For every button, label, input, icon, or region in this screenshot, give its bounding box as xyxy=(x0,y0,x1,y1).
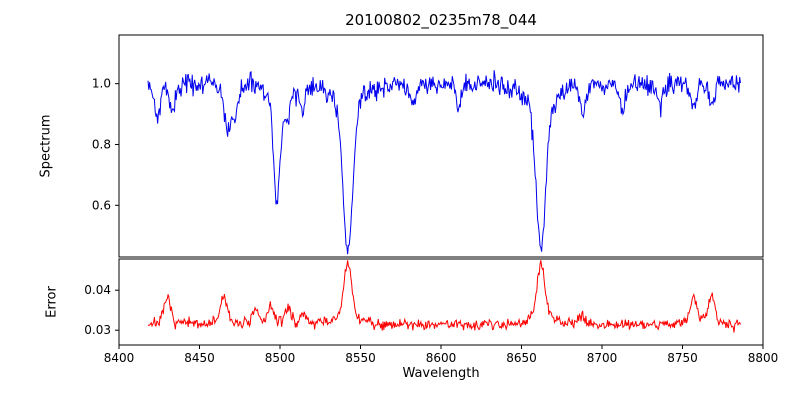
x-tick-label: 8700 xyxy=(587,351,618,365)
error-line xyxy=(147,260,741,333)
x-tick-label: 8650 xyxy=(506,351,537,365)
plot-title: 20100802_0235m78_044 xyxy=(345,11,537,29)
bottom-panel-frame xyxy=(118,258,764,346)
y-tick-label: 0.8 xyxy=(92,137,111,151)
y-tick-label: 0.6 xyxy=(92,198,111,212)
x-tick-label: 8500 xyxy=(265,351,296,365)
x-tick-label: 8600 xyxy=(426,351,457,365)
y-tick-label: 0.03 xyxy=(84,323,111,337)
x-tick-label: 8450 xyxy=(184,351,215,365)
x-tick-label: 8800 xyxy=(748,351,779,365)
y-tick-label: 0.04 xyxy=(84,283,111,297)
top-panel-frame xyxy=(118,34,764,258)
x-tick-label: 8400 xyxy=(104,351,135,365)
x-axis-label: Wavelength xyxy=(402,366,480,381)
y-tick-label: 1.0 xyxy=(92,77,111,91)
x-tick-label: 8750 xyxy=(667,351,698,365)
spectrum-line xyxy=(147,70,741,255)
x-tick-label: 8550 xyxy=(345,351,376,365)
